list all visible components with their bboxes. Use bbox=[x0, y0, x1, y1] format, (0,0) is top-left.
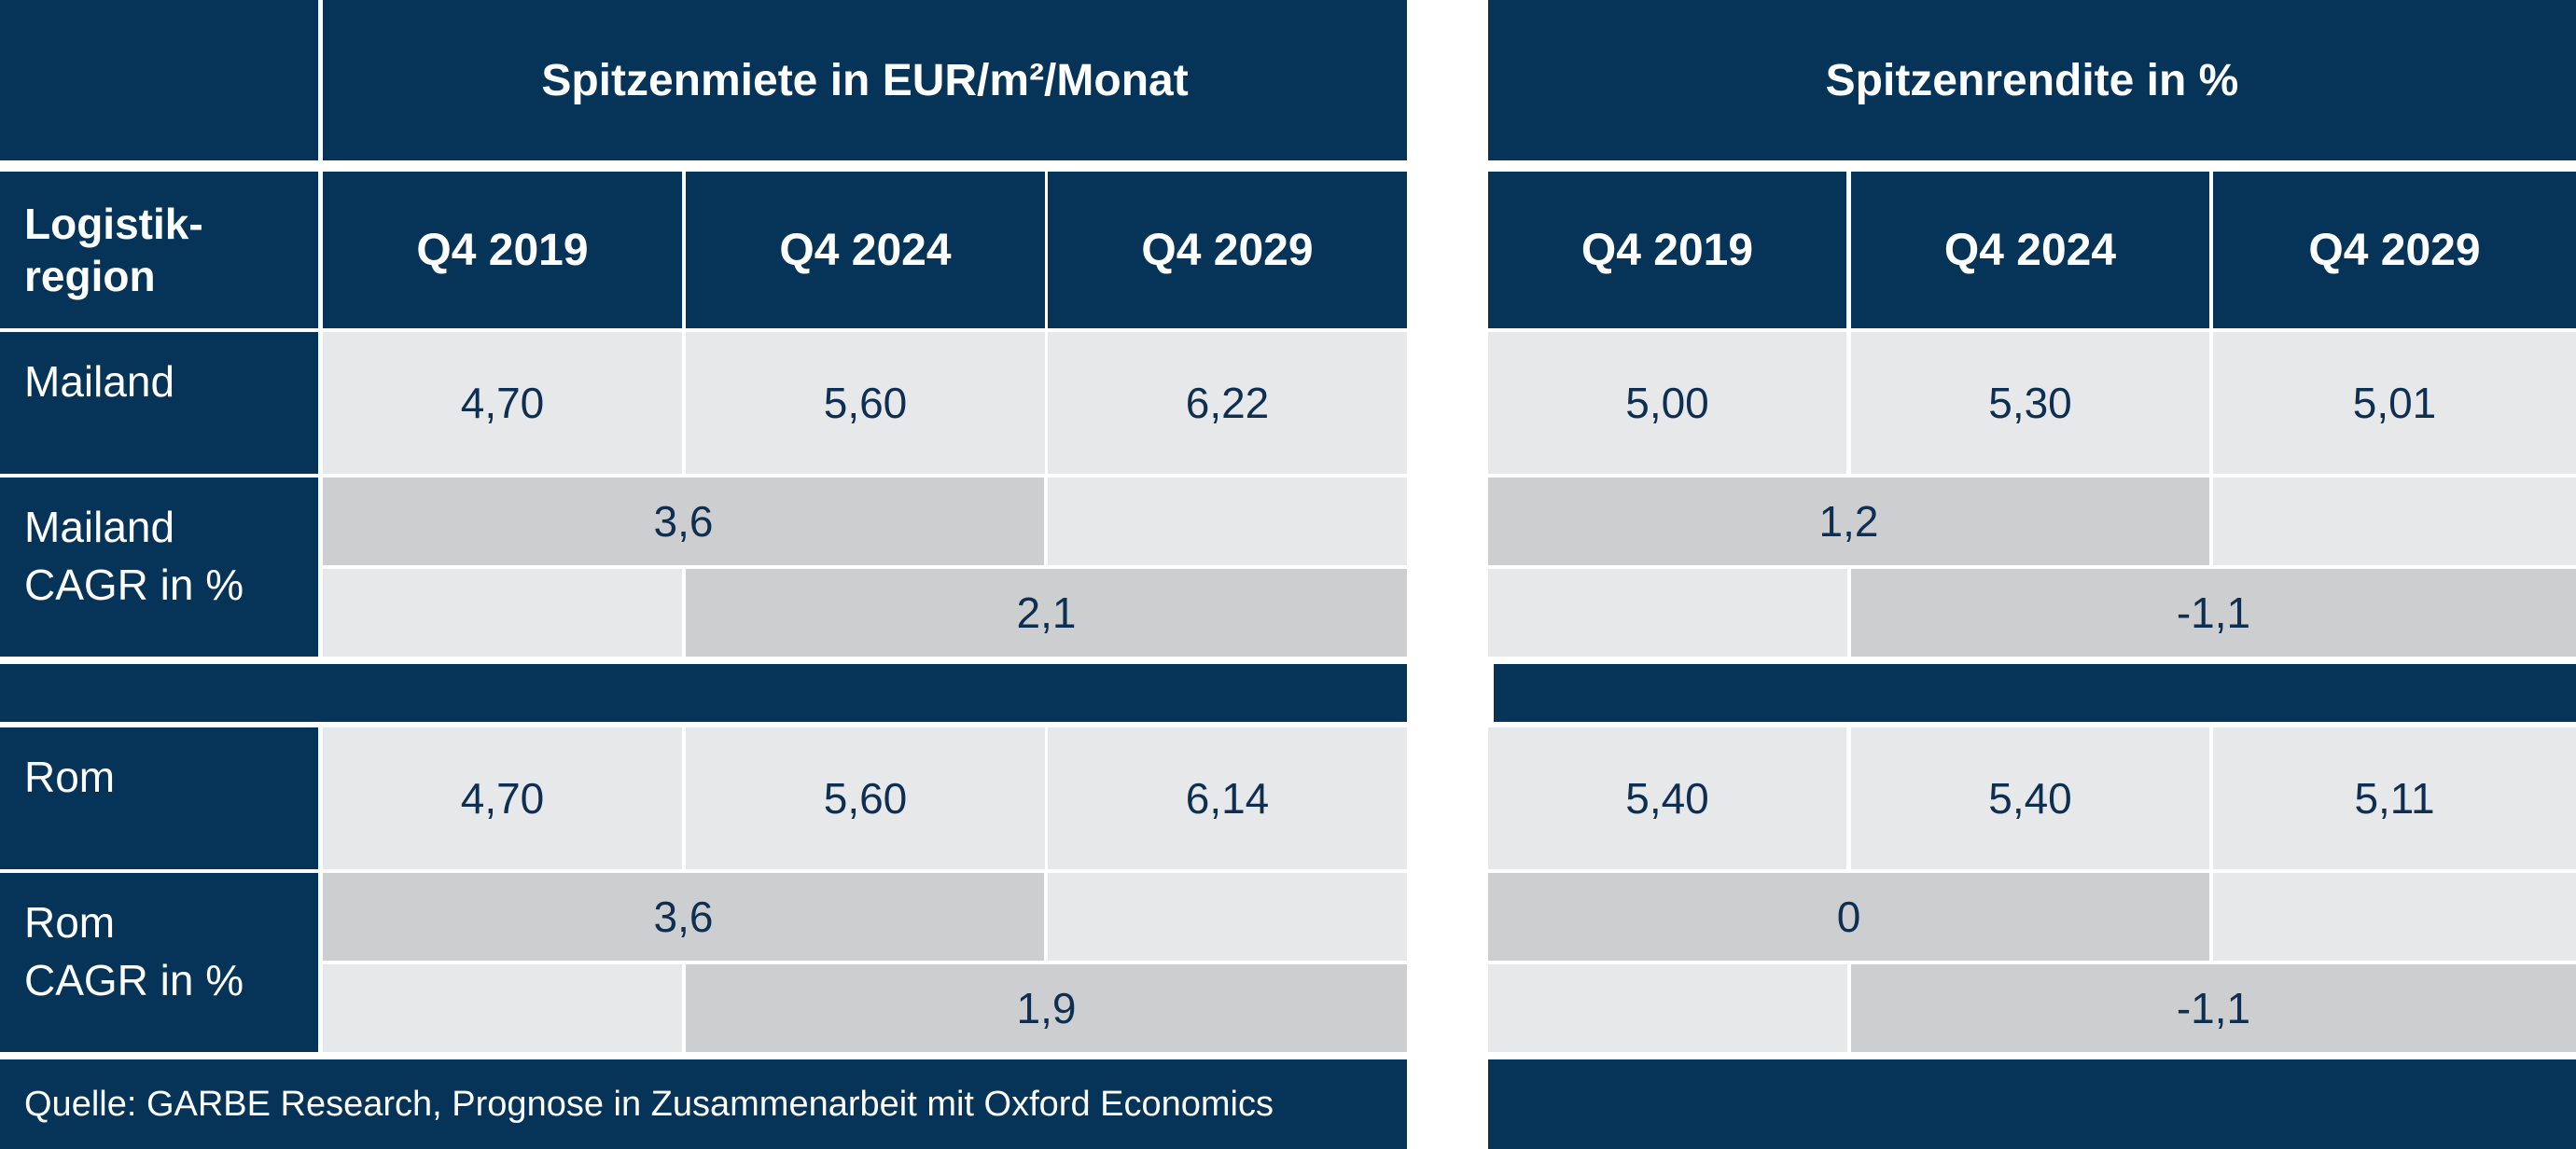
yield-period-header: Q4 2019 bbox=[1488, 172, 1846, 328]
yield-group-header: Spitzenrendite in % bbox=[1488, 0, 2576, 160]
yield-value: 5,00 bbox=[1488, 332, 1846, 474]
footer-bar-right bbox=[1488, 1059, 2576, 1149]
yield-cagr-2024-2029: -1,1 bbox=[1851, 569, 2576, 657]
cagr-label: Rom CAGR in % bbox=[0, 873, 318, 1052]
rent-cagr-2019-2024: 3,6 bbox=[323, 873, 1044, 961]
rent-cagr-empty bbox=[323, 569, 682, 657]
rent-cagr-2024-2029: 1,9 bbox=[686, 964, 1407, 1052]
rent-cagr-empty bbox=[1048, 478, 1407, 565]
cagr-label: Mailand CAGR in % bbox=[0, 478, 318, 657]
region-header: Logistik-region bbox=[0, 172, 318, 328]
yield-value: 5,11 bbox=[2213, 727, 2576, 869]
rent-period-header: Q4 2019 bbox=[323, 172, 682, 328]
rent-cagr-2024-2029: 2,1 bbox=[686, 569, 1407, 657]
rent-cagr-empty bbox=[1048, 873, 1407, 961]
corner-header bbox=[0, 0, 318, 160]
yield-value: 5,30 bbox=[1851, 332, 2209, 474]
yield-cagr-empty bbox=[2213, 478, 2576, 565]
yield-value: 5,40 bbox=[1851, 727, 2209, 869]
yield-cagr-empty bbox=[1488, 964, 1847, 1052]
rent-value: 5,60 bbox=[686, 727, 1045, 869]
rent-cagr-empty bbox=[323, 964, 682, 1052]
yield-cagr-empty bbox=[1488, 569, 1847, 657]
region-label: Rom bbox=[0, 727, 318, 869]
rent-value: 6,14 bbox=[1048, 727, 1407, 869]
rent-group-header: Spitzenmiete in EUR/m²/Monat bbox=[323, 0, 1407, 160]
rent-value: 6,22 bbox=[1048, 332, 1407, 474]
rent-value: 4,70 bbox=[323, 727, 682, 869]
separator-bar-right bbox=[1494, 664, 2576, 722]
yield-cagr-2019-2024: 0 bbox=[1488, 873, 2209, 961]
separator-bar-left bbox=[0, 664, 1407, 722]
yield-period-header: Q4 2029 bbox=[2213, 172, 2576, 328]
rent-period-header: Q4 2024 bbox=[686, 172, 1045, 328]
source-note: Quelle: GARBE Research, Prognose in Zusa… bbox=[0, 1059, 1407, 1149]
yield-value: 5,40 bbox=[1488, 727, 1846, 869]
region-label: Mailand bbox=[0, 332, 318, 474]
rent-value: 5,60 bbox=[686, 332, 1045, 474]
rent-value: 4,70 bbox=[323, 332, 682, 474]
rent-period-header: Q4 2029 bbox=[1048, 172, 1407, 328]
yield-period-header: Q4 2024 bbox=[1851, 172, 2209, 328]
rent-cagr-2019-2024: 3,6 bbox=[323, 478, 1044, 565]
yield-value: 5,01 bbox=[2213, 332, 2576, 474]
yield-cagr-empty bbox=[2213, 873, 2576, 961]
yield-cagr-2024-2029: -1,1 bbox=[1851, 964, 2576, 1052]
yield-cagr-2019-2024: 1,2 bbox=[1488, 478, 2209, 565]
